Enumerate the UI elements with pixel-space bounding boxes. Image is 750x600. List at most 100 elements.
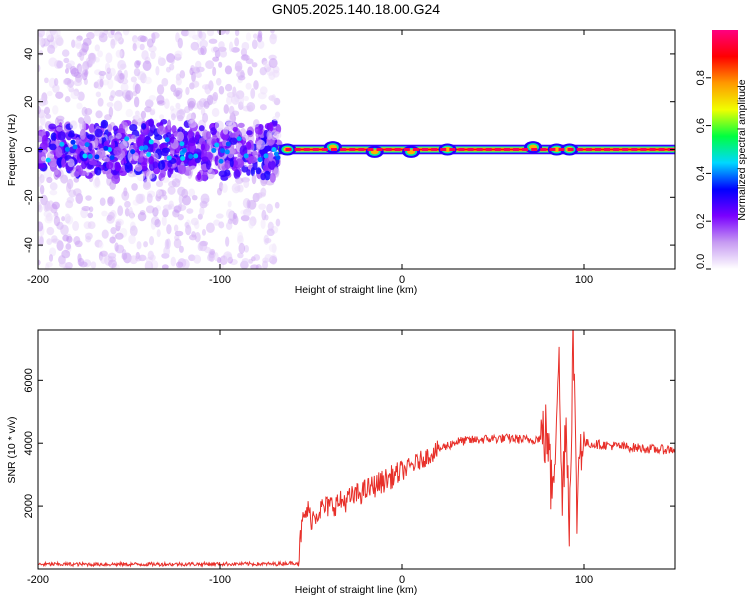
heatmap-cell [107,78,114,90]
heatmap-cell [150,50,156,60]
heatmap-cell [268,58,278,69]
heatmap-cell [237,252,244,259]
heatmap-cell [231,46,240,53]
heatmap-cell [224,253,233,263]
heatmap-cell [166,155,172,161]
heatmap-cell [109,180,117,190]
heatmap-cell [257,30,263,39]
heatmap-cell [171,178,181,188]
heatmap-cell [225,141,231,147]
heatmap-cell [75,136,80,145]
heatmap-cell [155,180,164,188]
heatmap-peak [513,148,520,151]
heatmap-cell [132,43,137,52]
heatmap-cell [225,236,230,247]
heatmap-cell [88,160,98,166]
heatmap-cell [39,184,45,195]
heatmap-cell [205,159,211,170]
heatmap-cell [148,118,155,128]
heatmap-cell [145,171,153,182]
heatmap-cell [148,155,155,165]
heatmap-cell [61,216,66,222]
heatmap-cell [234,185,241,192]
heatmap-cell [177,164,186,175]
heatmap-cell [274,201,280,209]
heatmap-cell [131,134,137,143]
heatmap-cell [193,254,202,264]
heatmap-cell [114,161,121,172]
heatmap-cell [135,255,142,262]
heatmap-cell [232,126,238,132]
heatmap-cell [199,39,208,49]
heatmap-cell [133,96,140,108]
heatmap-cell [87,153,93,159]
heatmap-cell [226,91,236,98]
heatmap-cell [243,245,249,253]
heatmap-cell [43,201,49,213]
heatmap-cell [134,60,141,69]
heatmap-cell [174,50,183,58]
heatmap-cell [204,246,212,253]
heatmap-cell [264,214,269,221]
heatmap-cell [99,78,104,88]
heatmap-cell [42,99,49,106]
heatmap-cell [154,218,161,228]
heatmap-cell [236,71,246,79]
heatmap-cell [215,213,224,219]
heatmap-cell [235,177,244,185]
x-tick-label: 100 [575,274,593,286]
heatmap-cell [234,61,243,72]
heatmap-cell [134,164,143,172]
heatmap-cell [210,127,217,136]
heatmap-cell [232,215,239,226]
heatmap-cell [66,196,75,204]
heatmap-cell [164,137,170,143]
heatmap-cell [67,60,75,67]
heatmap-cell [224,83,233,92]
heatmap-cell [65,243,72,250]
heatmap-cell [87,212,94,219]
heatmap-cell [98,147,106,159]
heatmap-cell [46,151,54,160]
heatmap-cell [198,125,205,132]
heatmap-peak [422,148,429,151]
heatmap-cell [73,171,80,178]
heatmap-cell [58,261,68,268]
heatmap-cell [187,30,196,38]
heatmap-cell [177,204,187,212]
heatmap-cell [157,100,166,106]
heatmap-cell [108,106,114,118]
heatmap-cell [39,50,44,56]
y-tick-label: -20 [23,189,35,205]
heatmap-cell [225,221,233,230]
colorbar-tick-label: 0.0 [695,254,707,269]
heatmap-cell [224,30,230,35]
heatmap-cell [40,156,46,162]
heatmap-cell [124,162,133,173]
heatmap-cell [239,145,248,156]
heatmap-cell [224,149,230,155]
heatmap-cell [256,192,263,199]
heatmap-cell [253,80,259,90]
heatmap-cell [49,182,58,191]
heatmap-cell [171,125,177,134]
heatmap-cell [196,66,205,73]
y-tick-label: 2000 [23,494,35,518]
heatmap-cell [77,253,82,263]
heatmap-peak [303,148,310,151]
heatmap-cell [218,85,225,95]
heatmap-cell [110,38,116,49]
heatmap-peak [522,148,529,151]
heatmap-cell [155,65,160,76]
heatmap-cell [144,106,152,113]
heatmap-cell [38,259,41,266]
heatmap-cell [211,147,217,153]
heatmap-cell [52,105,59,115]
heatmap-peak [349,148,356,151]
heatmap-cell [225,95,233,105]
heatmap-cell [79,128,86,140]
heatmap-cell [212,66,217,77]
heatmap-cell [94,128,103,138]
heatmap-cell [216,187,222,196]
heatmap-cell [226,208,234,219]
